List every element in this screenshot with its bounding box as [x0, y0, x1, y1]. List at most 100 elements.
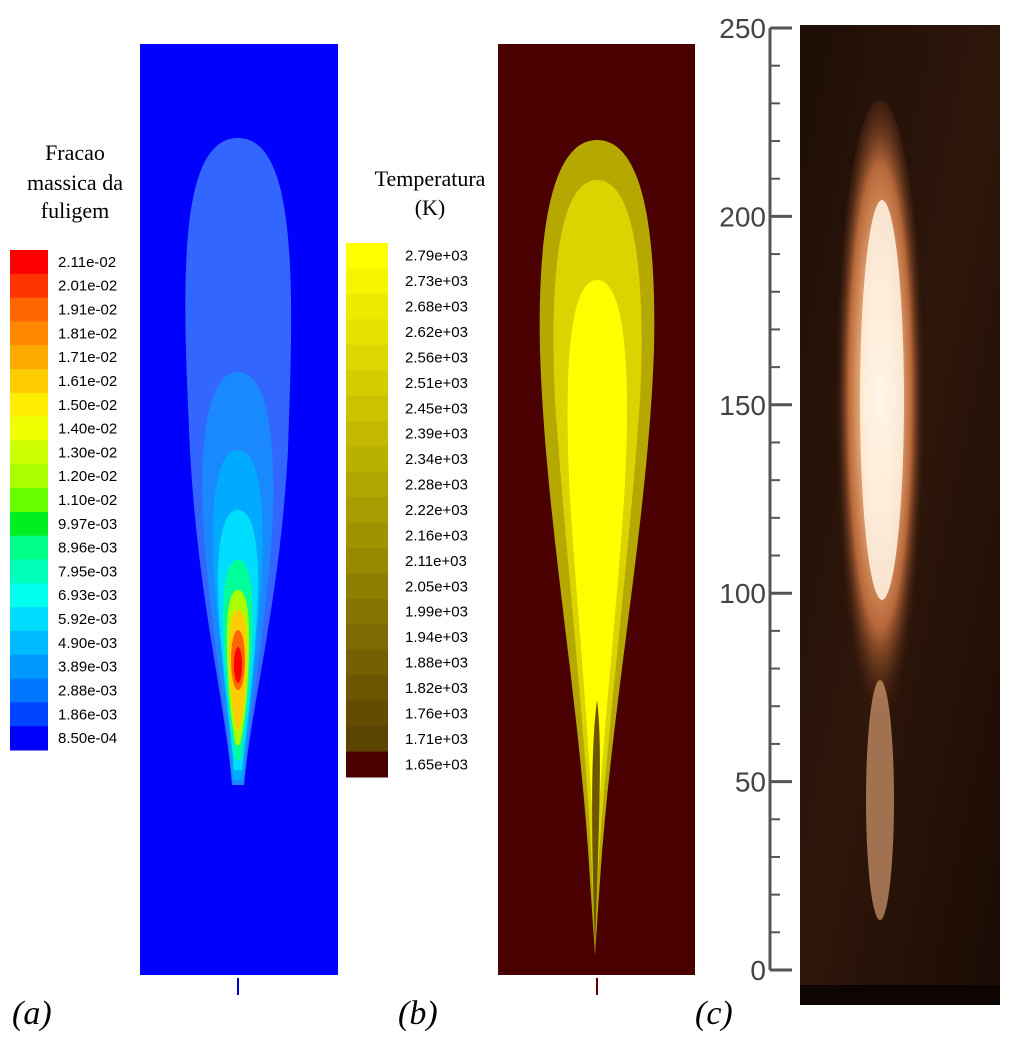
colorbar-label: 1.81e-02 [58, 325, 117, 342]
colorbar-label: 2.11e-02 [58, 254, 116, 271]
colorbar-label: 1.76e+03 [405, 705, 468, 722]
colorbar-swatch [10, 630, 48, 656]
colorbar-swatch [10, 464, 48, 489]
colorbar-swatch [346, 446, 388, 473]
colorbar-title: massica da [27, 170, 123, 195]
colorbar-label: 1.99e+03 [405, 604, 468, 621]
colorbar-label: 1.71e+03 [405, 731, 468, 748]
colorbar-swatch [346, 421, 388, 447]
colorbar-label: 1.91e-02 [58, 302, 117, 319]
colorbar-label: 1.71e-02 [58, 349, 117, 366]
colorbar-label: 2.34e+03 [405, 451, 468, 468]
colorbar-swatch [346, 726, 388, 753]
colorbar-swatch [346, 370, 388, 397]
colorbar-swatch [346, 243, 388, 269]
colorbar-label: 2.73e+03 [405, 273, 468, 290]
temperature-field [498, 44, 695, 995]
colorbar-label: 8.96e-03 [58, 540, 117, 557]
colorbar-swatch [346, 268, 388, 295]
colorbar-label: 2.88e-03 [58, 682, 117, 699]
tick-label: 50 [735, 767, 766, 798]
colorbar-title: fuligem [41, 198, 109, 223]
colorbar-swatch [346, 675, 388, 702]
colorbar-swatch [10, 250, 48, 275]
colorbar-swatch [346, 700, 388, 727]
colorbar-label: 1.88e+03 [405, 655, 468, 672]
colorbar-label: 5.92e-03 [58, 611, 117, 628]
colorbar-label: 1.50e-02 [58, 397, 117, 414]
colorbar-swatch [346, 497, 388, 524]
colorbar-label: 2.45e+03 [405, 400, 468, 417]
colorbar-label: 1.94e+03 [405, 629, 468, 646]
colorbar-swatch [10, 392, 48, 418]
colorbar-swatch [10, 726, 48, 751]
tick-label: 150 [719, 390, 766, 421]
colorbar-swatch [10, 678, 48, 703]
colorbar-swatch [10, 654, 48, 680]
tick-label: 100 [719, 578, 766, 609]
colorbar-label: 7.95e-03 [58, 563, 117, 580]
tick-label: 0 [750, 955, 766, 986]
colorbar-label: 2.62e+03 [405, 324, 468, 341]
colorbar-label: 1.65e+03 [405, 756, 468, 773]
colorbar-swatch [346, 624, 388, 651]
colorbar-swatch [346, 344, 388, 371]
colorbar-label: 1.30e-02 [58, 444, 117, 461]
colorbar-label: 1.40e-02 [58, 421, 117, 438]
colorbar-swatch [346, 395, 388, 422]
colorbar-swatch [346, 573, 388, 600]
colorbar-swatch [10, 607, 48, 632]
colorbar-label: 4.90e-03 [58, 635, 117, 652]
colorbar-swatch [10, 321, 48, 346]
panel-label: (c) [695, 995, 733, 1032]
colorbar-swatch [10, 702, 48, 727]
colorbar-label: 2.68e+03 [405, 299, 468, 316]
colorbar-label: 1.61e-02 [58, 373, 117, 390]
soot-field [140, 44, 338, 995]
colorbar-label: 1.10e-02 [58, 492, 117, 509]
tick-label: 250 [719, 13, 766, 44]
colorbar-swatch [346, 649, 388, 676]
colorbar-swatch [346, 319, 388, 346]
colorbar-swatch [10, 583, 48, 608]
colorbar-swatch [346, 471, 388, 498]
colorbar-swatch [10, 511, 48, 537]
colorbar-swatch [10, 440, 48, 465]
colorbar-label: 2.01e-02 [58, 278, 117, 295]
colorbar-label: 2.05e+03 [405, 578, 468, 595]
colorbar-label: 1.20e-02 [58, 468, 117, 485]
colorbar-swatch [10, 416, 48, 441]
colorbar-label: 8.50e-04 [58, 730, 117, 747]
colorbar-swatch [10, 535, 48, 561]
colorbar-label: 1.86e-03 [58, 706, 117, 723]
colorbar-swatch [10, 297, 48, 322]
colorbar-swatch [10, 488, 48, 513]
colorbar-label: 2.16e+03 [405, 527, 468, 544]
colorbar-label: 1.82e+03 [405, 680, 468, 697]
colorbar-label: 6.93e-03 [58, 587, 117, 604]
colorbar-swatch [10, 559, 48, 584]
colorbar-label: 2.28e+03 [405, 477, 468, 494]
colorbar-swatch [346, 522, 388, 549]
panel-label: (b) [398, 995, 438, 1032]
colorbar-label: 2.11e+03 [405, 553, 467, 570]
tick-label: 200 [719, 201, 766, 232]
colorbar-title: Temperatura [375, 166, 486, 191]
colorbar-swatch [346, 599, 388, 625]
colorbar-swatch [10, 369, 48, 394]
colorbar-label: 2.79e+03 [405, 248, 468, 265]
colorbar-swatch [10, 273, 48, 299]
colorbar-label: 3.89e-03 [58, 659, 117, 676]
panel-label: (a) [12, 995, 52, 1032]
flame-photo [800, 25, 1000, 1005]
colorbar-label: 2.22e+03 [405, 502, 468, 519]
colorbar-swatch [346, 548, 388, 575]
colorbar-label: 2.56e+03 [405, 349, 468, 366]
colorbar-title: Fracao [45, 140, 105, 165]
colorbar-label: 2.51e+03 [405, 375, 468, 392]
colorbar-swatch [346, 293, 388, 320]
colorbar-title: (K) [415, 195, 446, 220]
colorbar-label: 2.39e+03 [405, 426, 468, 443]
colorbar-swatch [10, 345, 48, 370]
